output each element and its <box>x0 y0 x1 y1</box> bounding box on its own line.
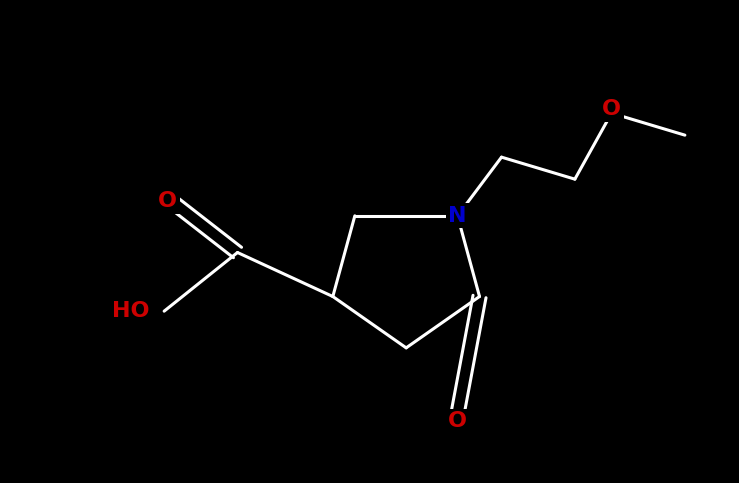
Text: O: O <box>448 411 467 431</box>
Text: N: N <box>449 206 467 226</box>
Text: HO: HO <box>112 301 149 321</box>
Text: O: O <box>158 191 177 211</box>
Text: O: O <box>602 99 621 119</box>
